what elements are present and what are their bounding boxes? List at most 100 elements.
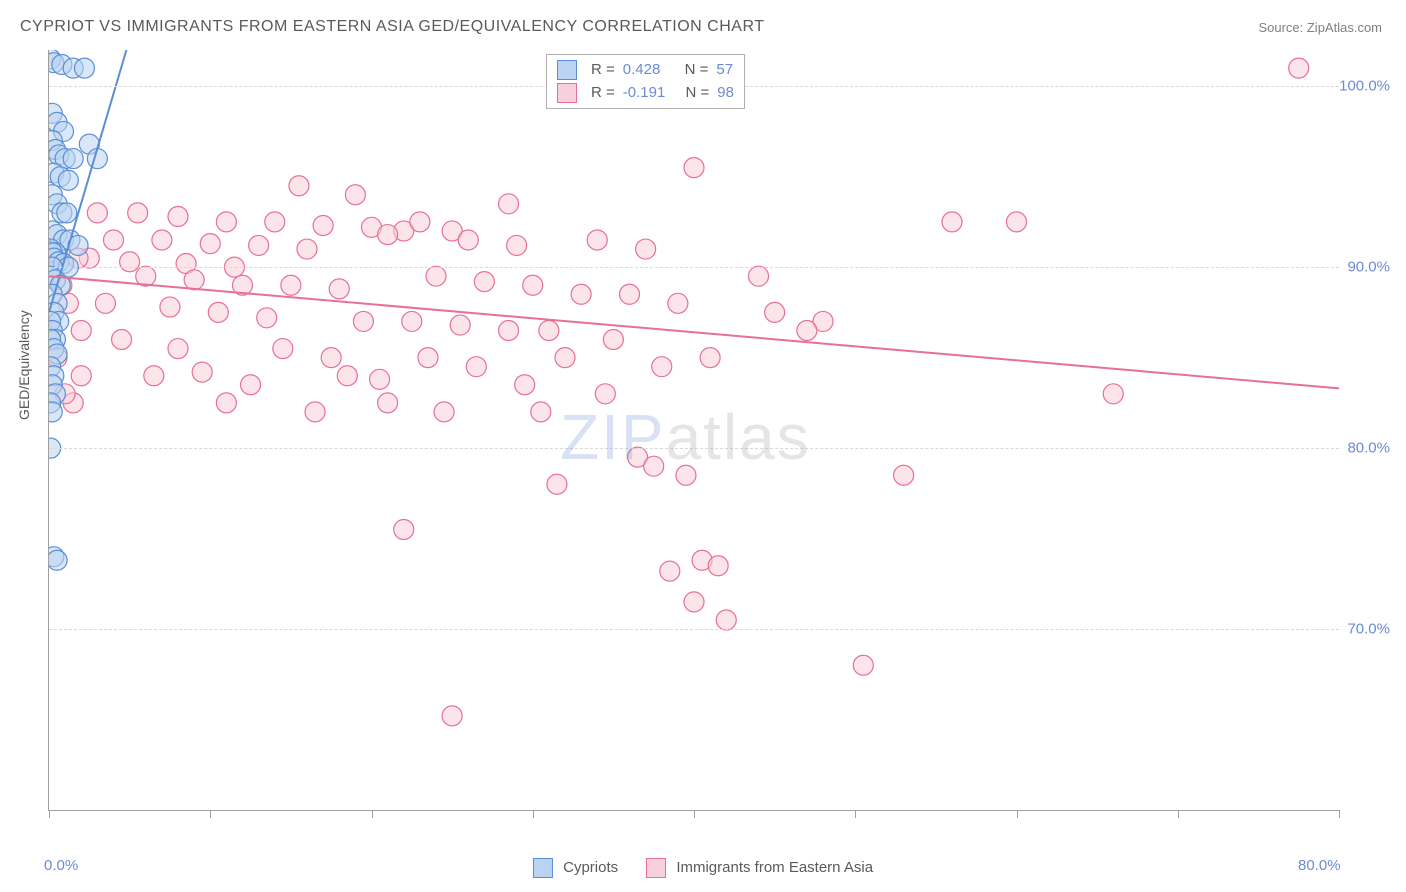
- data-point: [603, 330, 623, 350]
- data-point: [216, 212, 236, 232]
- chart-title: CYPRIOT VS IMMIGRANTS FROM EASTERN ASIA …: [20, 18, 764, 36]
- data-point: [442, 706, 462, 726]
- data-point: [894, 465, 914, 485]
- r-value-2: -0.191: [623, 82, 666, 105]
- data-point: [329, 279, 349, 299]
- data-point: [595, 384, 615, 404]
- data-point: [71, 320, 91, 340]
- y-tick-label: 100.0%: [1339, 78, 1390, 95]
- data-point: [1289, 58, 1309, 78]
- data-point: [507, 235, 527, 255]
- data-point: [353, 311, 373, 331]
- data-point: [257, 308, 277, 328]
- data-point: [700, 348, 720, 368]
- trend-line: [49, 276, 1339, 388]
- data-point: [394, 520, 414, 540]
- data-point: [168, 339, 188, 359]
- data-point: [1007, 212, 1027, 232]
- x-tick: [372, 810, 373, 818]
- gridline: [49, 629, 1339, 630]
- data-point: [539, 320, 559, 340]
- data-point: [450, 315, 470, 335]
- n-value-2: 98: [717, 82, 734, 105]
- data-point: [853, 655, 873, 675]
- x-tick: [694, 810, 695, 818]
- r-value-1: 0.428: [623, 59, 661, 82]
- data-point: [434, 402, 454, 422]
- swatch-cypriots: [557, 60, 577, 80]
- stats-row-2: R = -0.191 N = 98: [557, 82, 734, 105]
- data-point: [95, 293, 115, 313]
- data-point: [57, 203, 77, 223]
- data-point: [499, 194, 519, 214]
- data-point: [466, 357, 486, 377]
- data-point: [716, 610, 736, 630]
- data-point: [402, 311, 422, 331]
- x-tick: [49, 810, 50, 818]
- data-point: [378, 393, 398, 413]
- data-point: [192, 362, 212, 382]
- data-point: [337, 366, 357, 386]
- legend-item-immigrants: Immigrants from Eastern Asia: [646, 858, 873, 878]
- data-point: [765, 302, 785, 322]
- data-point: [1103, 384, 1123, 404]
- y-tick-label: 70.0%: [1347, 621, 1390, 638]
- y-tick-label: 90.0%: [1347, 259, 1390, 276]
- data-point: [321, 348, 341, 368]
- legend-label-immigrants: Immigrants from Eastern Asia: [676, 859, 873, 876]
- stats-box: R = 0.428 N = 57 R = -0.191 N = 98: [546, 54, 745, 109]
- data-point: [112, 330, 132, 350]
- data-point: [499, 320, 519, 340]
- data-point: [587, 230, 607, 250]
- data-point: [87, 203, 107, 223]
- data-point: [676, 465, 696, 485]
- n-value-1: 57: [716, 59, 733, 82]
- data-point: [620, 284, 640, 304]
- gridline: [49, 448, 1339, 449]
- x-tick: [1178, 810, 1179, 818]
- scatter-svg: [49, 50, 1339, 810]
- data-point: [58, 170, 78, 190]
- x-tick: [1017, 810, 1018, 818]
- x-tick-max: 80.0%: [1298, 857, 1341, 874]
- data-point: [273, 339, 293, 359]
- gridline: [49, 267, 1339, 268]
- data-point: [515, 375, 535, 395]
- data-point: [531, 402, 551, 422]
- data-point: [74, 58, 94, 78]
- y-axis-label: GED/Equivalency: [16, 310, 32, 420]
- swatch-immigrants: [557, 83, 577, 103]
- data-point: [184, 270, 204, 290]
- data-point: [216, 393, 236, 413]
- data-point: [458, 230, 478, 250]
- data-point: [547, 474, 567, 494]
- data-point: [571, 284, 591, 304]
- data-point: [636, 239, 656, 259]
- data-point: [144, 366, 164, 386]
- data-point: [104, 230, 124, 250]
- data-point: [249, 235, 269, 255]
- legend-label-cypriots: Cypriots: [563, 859, 618, 876]
- data-point: [168, 206, 188, 226]
- data-point: [942, 212, 962, 232]
- data-point: [208, 302, 228, 322]
- data-point: [523, 275, 543, 295]
- data-point: [289, 176, 309, 196]
- legend-swatch-immigrants: [646, 858, 666, 878]
- x-tick: [1339, 810, 1340, 818]
- legend-swatch-cypriots: [533, 858, 553, 878]
- data-point: [668, 293, 688, 313]
- data-point: [644, 456, 664, 476]
- data-point: [370, 369, 390, 389]
- data-point: [345, 185, 365, 205]
- y-tick-label: 80.0%: [1347, 440, 1390, 457]
- x-tick: [855, 810, 856, 818]
- data-point: [313, 216, 333, 236]
- legend-item-cypriots: Cypriots: [533, 858, 618, 878]
- plot-area: [48, 50, 1339, 811]
- data-point: [241, 375, 261, 395]
- data-point: [797, 320, 817, 340]
- data-point: [200, 234, 220, 254]
- data-point: [152, 230, 172, 250]
- data-point: [474, 272, 494, 292]
